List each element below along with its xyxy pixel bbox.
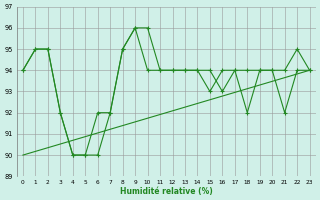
X-axis label: Humidité relative (%): Humidité relative (%) (120, 187, 213, 196)
